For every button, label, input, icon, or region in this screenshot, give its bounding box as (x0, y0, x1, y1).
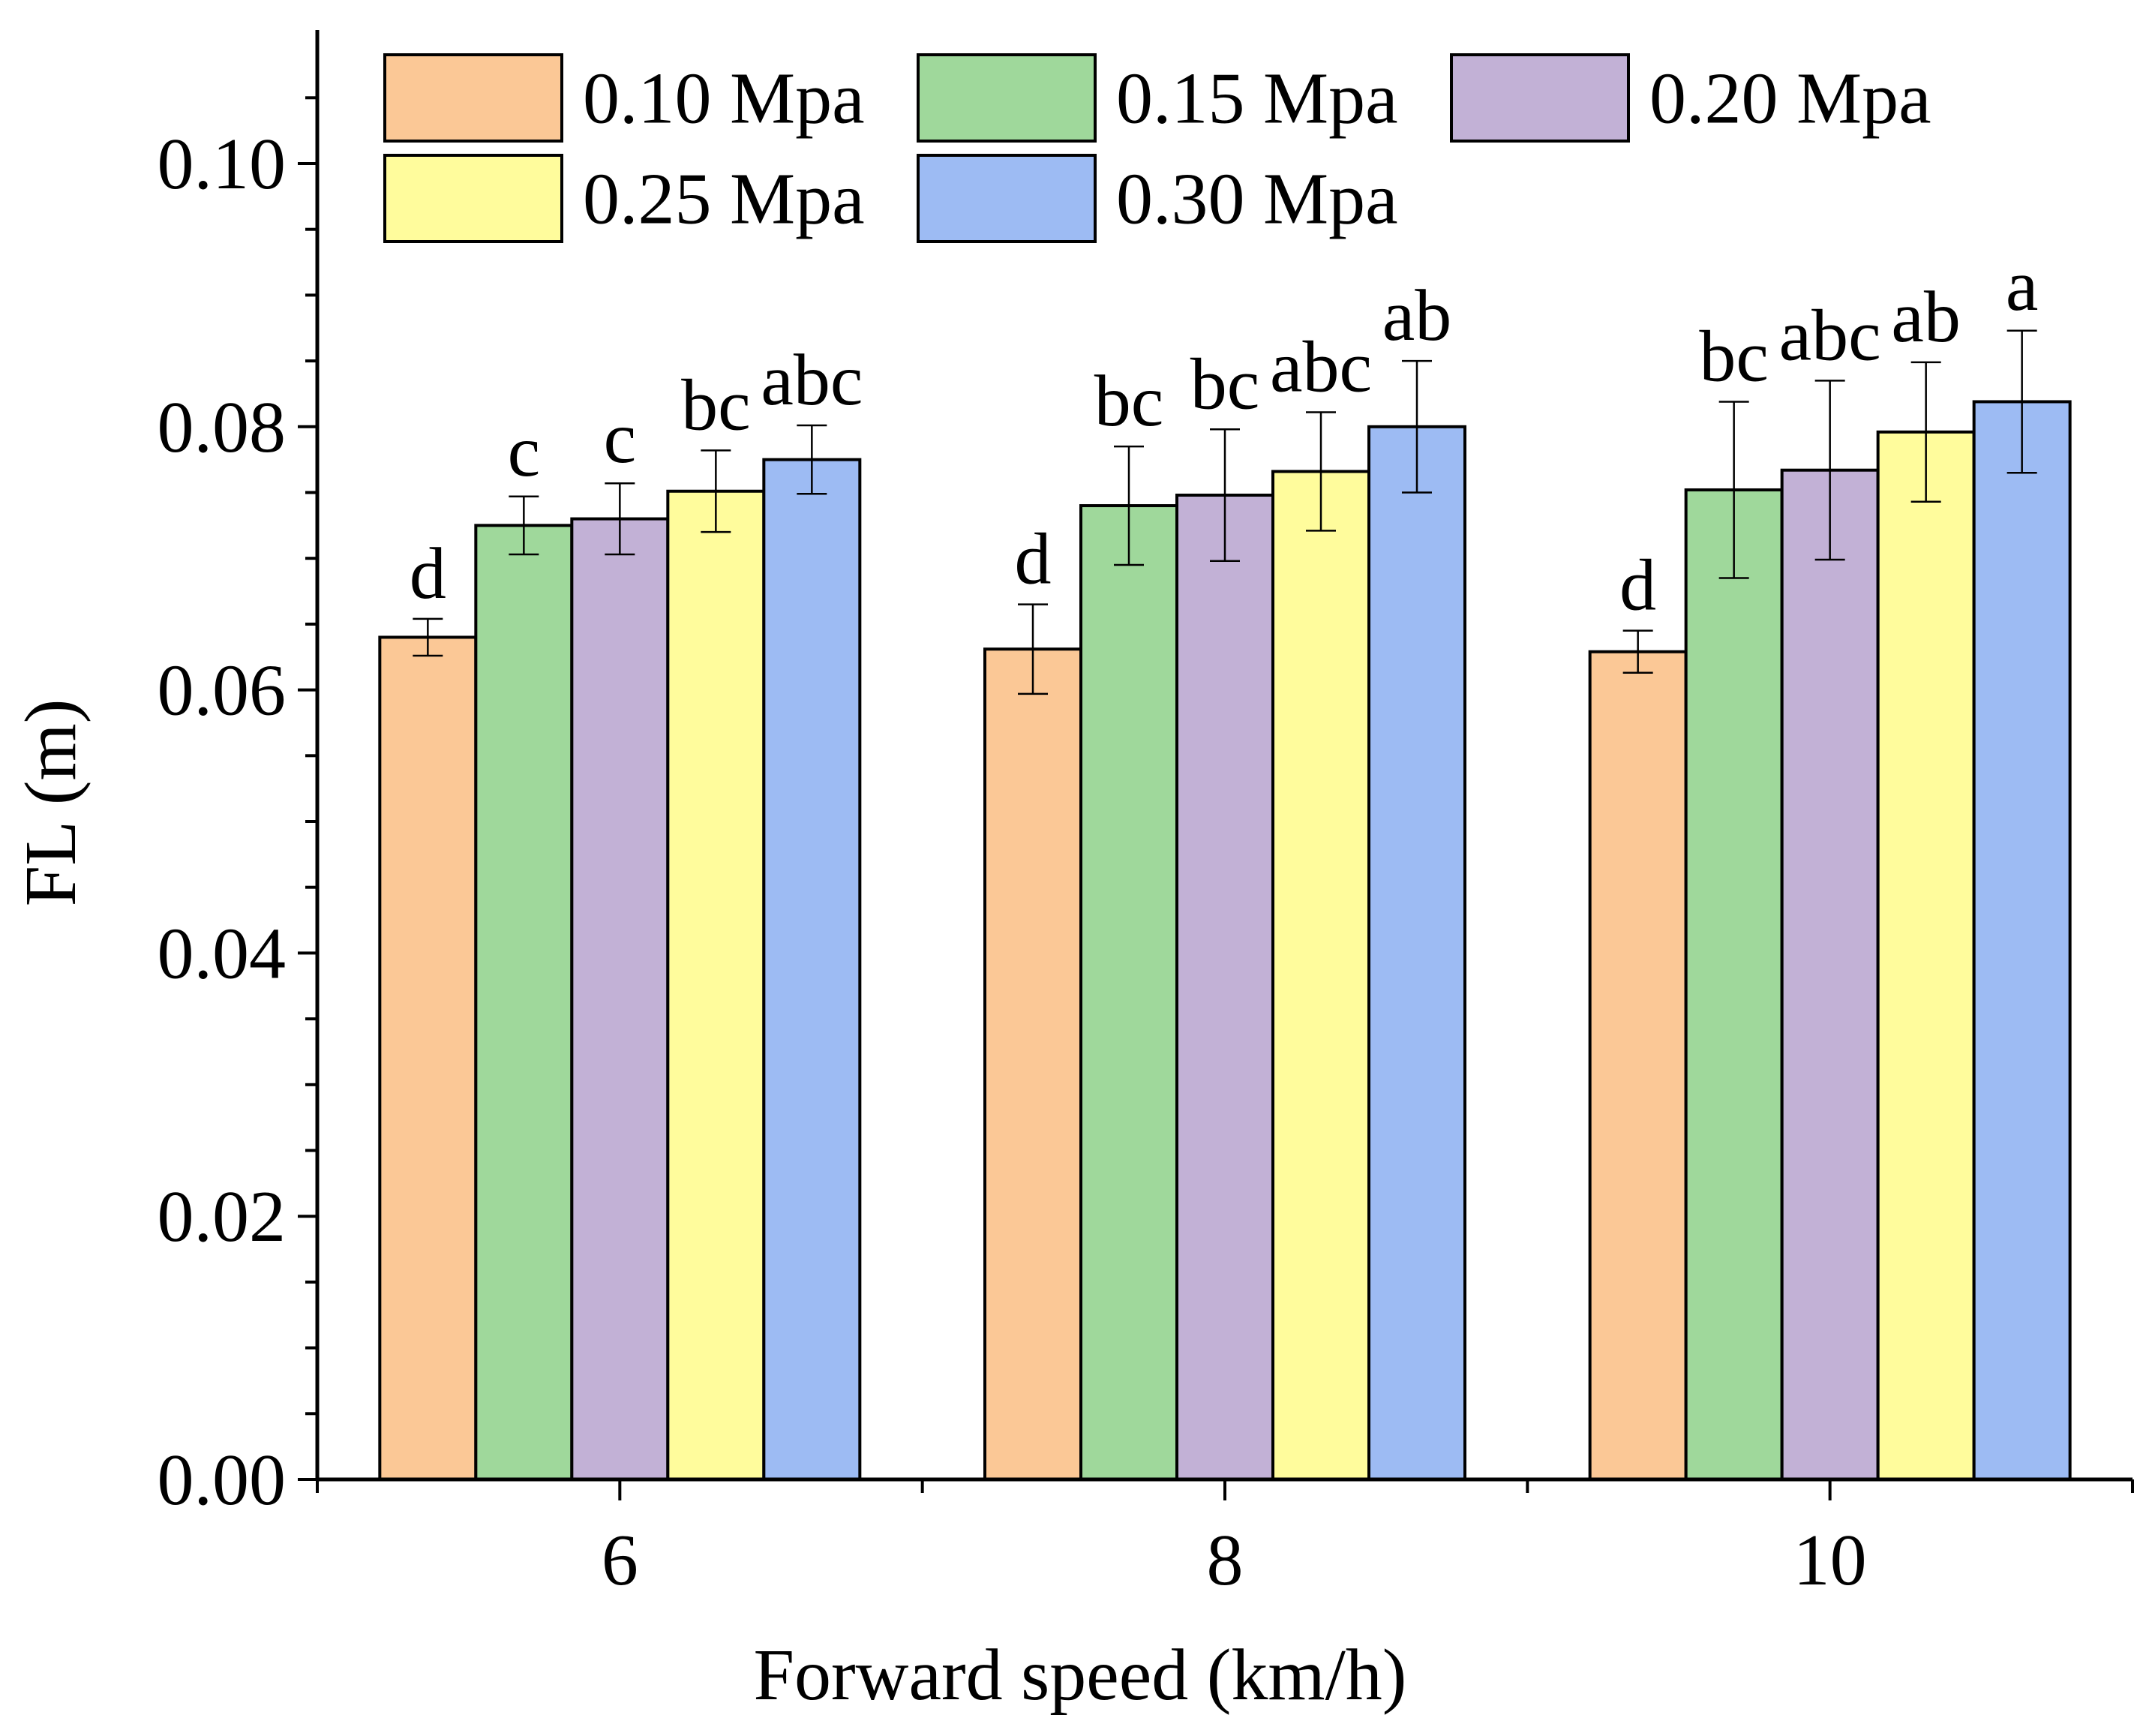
significance-letter: abc (1779, 295, 1881, 376)
bar (1271, 470, 1370, 1481)
legend-swatch (383, 53, 563, 143)
significance-letter: d (1015, 519, 1052, 600)
bar (762, 458, 862, 1481)
significance-letter: c (508, 411, 541, 492)
bar (378, 635, 478, 1482)
legend-label: 0.25 Mpa (583, 159, 865, 240)
bars-layer (378, 400, 2072, 1482)
bar (1175, 494, 1274, 1481)
significance-letter: bc (1094, 361, 1164, 442)
legend-swatch (917, 154, 1097, 243)
significance-letter: abc (761, 340, 863, 421)
legend-label: 0.20 Mpa (1649, 59, 1931, 140)
significance-letter: d (410, 533, 446, 614)
y-tick-label: 0.00 (158, 1440, 287, 1521)
significance-letter: abc (1270, 327, 1372, 408)
bar (1972, 400, 2072, 1481)
significance-letter: c (604, 398, 637, 479)
bar (1684, 488, 1784, 1482)
bar (474, 524, 574, 1481)
y-tick-label: 0.06 (158, 650, 287, 731)
significance-letter: ab (1382, 275, 1452, 356)
x-tick-label: 10 (1793, 1520, 1867, 1601)
legend: 0.10 Mpa 0.15 Mpa 0.20 Mpa 0.25 Mpa 0.30 Mpa (383, 53, 1931, 243)
bar (1588, 650, 1688, 1481)
axes: 0.00 0.02 0.04 0.06 0.08 0.10 6 8 10 (158, 30, 2134, 1601)
significance-letter: ab (1891, 277, 1961, 358)
bar (1367, 425, 1466, 1481)
y-axis-title: FL (m) (11, 699, 92, 907)
error-bars-layer (413, 329, 2037, 695)
legend-swatch (383, 154, 563, 243)
y-tick-label: 0.04 (158, 913, 287, 994)
x-tick-label: 8 (1207, 1520, 1244, 1601)
y-tick-label: 0.08 (158, 387, 287, 468)
legend-swatch (917, 53, 1097, 143)
significance-letter: d (1619, 545, 1656, 626)
legend-label: 0.30 Mpa (1116, 159, 1398, 240)
x-tick-label: 6 (602, 1520, 638, 1601)
significance-letter: bc (1699, 316, 1769, 397)
legend-label: 0.10 Mpa (583, 59, 865, 140)
legend-swatch (1450, 53, 1630, 143)
bar (570, 517, 670, 1482)
bar (666, 489, 766, 1481)
significance-letter: bc (1190, 344, 1260, 425)
y-tick-label: 0.10 (158, 124, 287, 205)
significance-letter: bc (681, 365, 751, 446)
y-tick-label: 0.02 (158, 1176, 287, 1257)
significance-letter: a (2006, 245, 2039, 326)
bar (1079, 504, 1178, 1481)
bar (983, 647, 1082, 1482)
bar (1780, 468, 1880, 1481)
bar (1876, 430, 1976, 1481)
x-axis-title: Forward speed (km/h) (754, 1635, 1407, 1716)
legend-label: 0.15 Mpa (1116, 59, 1398, 140)
